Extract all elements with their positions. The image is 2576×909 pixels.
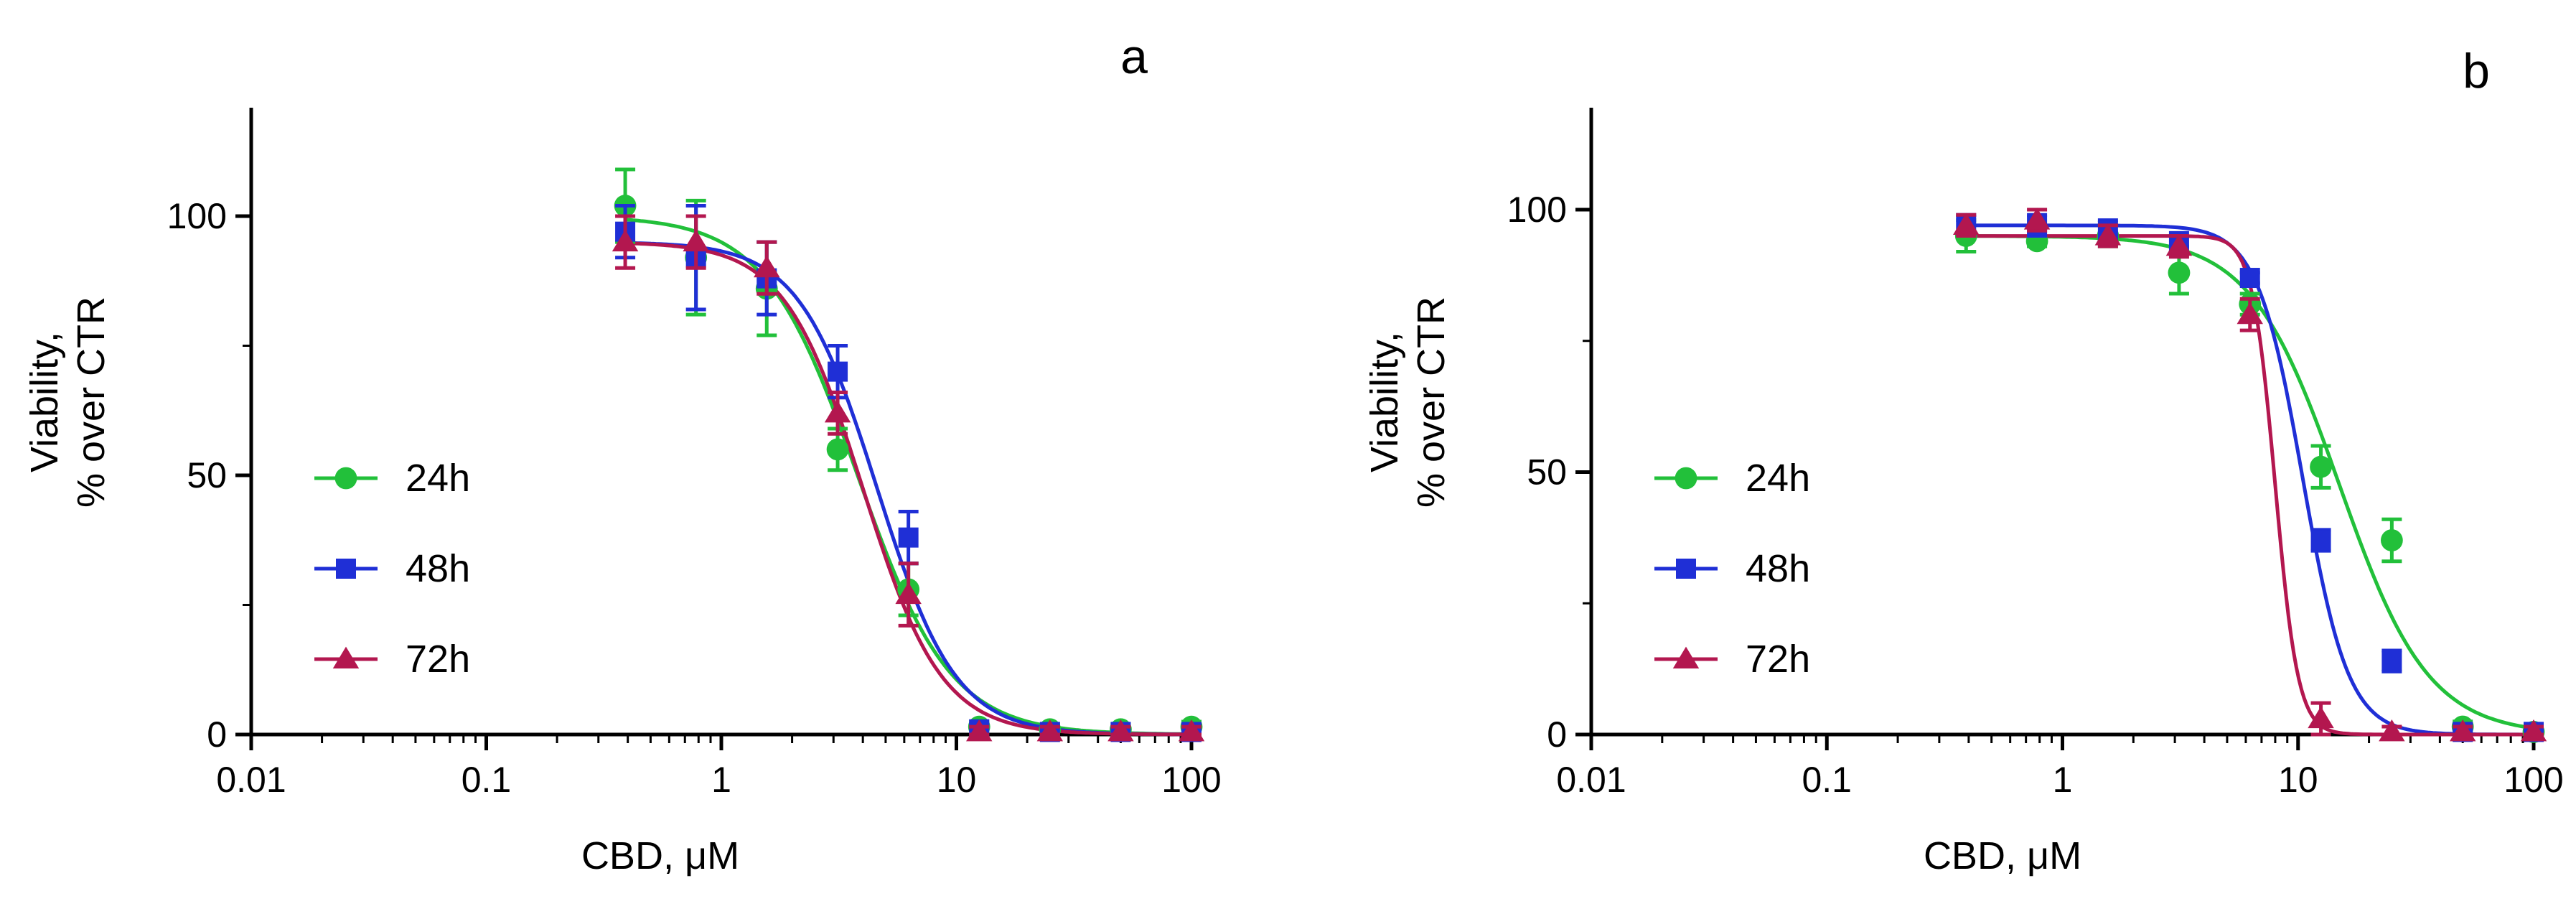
legend-item-48h: 48h <box>1654 547 1810 590</box>
legend-marker-24h <box>1675 467 1697 490</box>
panel-b-label: b <box>2463 44 2490 98</box>
data-point-48h <box>2239 268 2260 289</box>
panel-a-fit-curves <box>624 218 1192 737</box>
panel-a-xlabel: CBD, μM <box>581 834 739 877</box>
y-tick-label: 0 <box>1547 714 1567 755</box>
data-point-72h <box>612 229 639 252</box>
data-point-24h <box>2380 529 2403 551</box>
panel-a: a Viability, % over CTR CBD, μM 0.01 0.1 1… <box>23 29 1222 877</box>
legend-label-48h: 48h <box>1746 547 1810 590</box>
panel-a-data-points <box>612 167 1205 742</box>
y-tick-label: 100 <box>1507 190 1567 230</box>
legend-label-48h: 48h <box>406 547 470 590</box>
legend-marker-24h <box>334 467 357 490</box>
data-point-72h <box>1036 719 1064 742</box>
panel-b-legend: 24h 48h 72h <box>1654 457 1810 681</box>
data-point-48h <box>898 527 919 548</box>
panel-b-ylabel-line2: % over CTR <box>1410 297 1453 508</box>
legend-marker-72h <box>332 646 360 669</box>
panel-a-ylabel-line1: Viability, <box>23 332 66 472</box>
legend-item-24h: 24h <box>1654 457 1810 500</box>
data-point-24h <box>826 438 849 461</box>
y-tick-label: 50 <box>1527 452 1567 493</box>
panel-a-ylabel-line2: % over CTR <box>70 297 113 508</box>
legend-marker-72h <box>1672 646 1700 669</box>
legend-label-24h: 24h <box>406 457 470 500</box>
panel-a-axes: 0.01 0.1 1 10 100 0 50 100 <box>167 108 1222 800</box>
data-point-72h <box>824 401 851 423</box>
fit-curve-48h <box>625 241 1191 737</box>
x-tick-label: 0.01 <box>1556 760 1626 800</box>
data-point-72h <box>2308 706 2334 729</box>
data-point-72h <box>2023 208 2051 230</box>
x-tick-label: 100 <box>1161 760 1221 800</box>
x-tick-label: 0.1 <box>1802 760 1852 800</box>
legend-marker-48h <box>336 559 356 579</box>
x-tick-label: 1 <box>711 760 731 800</box>
panel-a-legend: 24h 48h 72h <box>314 457 470 681</box>
y-tick-label: 0 <box>207 714 227 755</box>
legend-item-24h: 24h <box>314 457 470 500</box>
legend-item-72h: 72h <box>314 638 470 681</box>
legend-item-48h: 48h <box>314 547 470 590</box>
data-point-72h <box>895 582 922 605</box>
data-point-24h <box>2310 455 2332 478</box>
data-point-72h <box>754 255 780 278</box>
x-tick-label: 0.1 <box>462 760 512 800</box>
panel-b-ylabel-line1: Viability, <box>1363 332 1406 472</box>
panel-b: b Viability, % over CTR CBD, μM 0.01 0.1 1… <box>1363 44 2564 877</box>
data-point-48h <box>2381 651 2402 671</box>
data-point-48h <box>828 361 848 382</box>
panel-b-data-points <box>1953 208 2547 743</box>
y-tick-label: 100 <box>167 196 227 236</box>
x-tick-label: 10 <box>2278 760 2318 800</box>
panel-b-xlabel: CBD, μM <box>1924 834 2081 877</box>
y-tick-label: 50 <box>187 455 227 495</box>
fit-curve-72h <box>625 241 1191 737</box>
data-point-72h <box>683 229 709 252</box>
panel-a-label: a <box>1120 29 1148 84</box>
x-tick-label: 1 <box>2053 760 2073 800</box>
data-point-72h <box>966 719 993 742</box>
x-tick-label: 100 <box>2504 760 2563 800</box>
data-point-72h <box>1107 719 1134 742</box>
data-point-24h <box>2168 261 2191 284</box>
x-tick-label: 10 <box>937 760 977 800</box>
fit-curve-24h <box>624 218 1192 736</box>
legend-label-72h: 72h <box>406 638 470 681</box>
data-point-72h <box>2449 719 2476 742</box>
legend-marker-48h <box>1676 559 1696 579</box>
data-point-72h <box>2520 719 2547 742</box>
data-point-72h <box>2094 223 2122 246</box>
legend-label-24h: 24h <box>1746 457 1810 500</box>
data-point-48h <box>2310 530 2331 551</box>
data-point-72h <box>2165 233 2193 256</box>
data-point-72h <box>2237 302 2263 325</box>
x-tick-label: 0.01 <box>216 760 286 800</box>
data-point-72h <box>2379 719 2405 742</box>
legend-label-72h: 72h <box>1746 638 1810 681</box>
legend-item-72h: 72h <box>1654 638 1810 681</box>
data-point-72h <box>1953 213 1980 235</box>
data-point-72h <box>1178 719 1205 742</box>
